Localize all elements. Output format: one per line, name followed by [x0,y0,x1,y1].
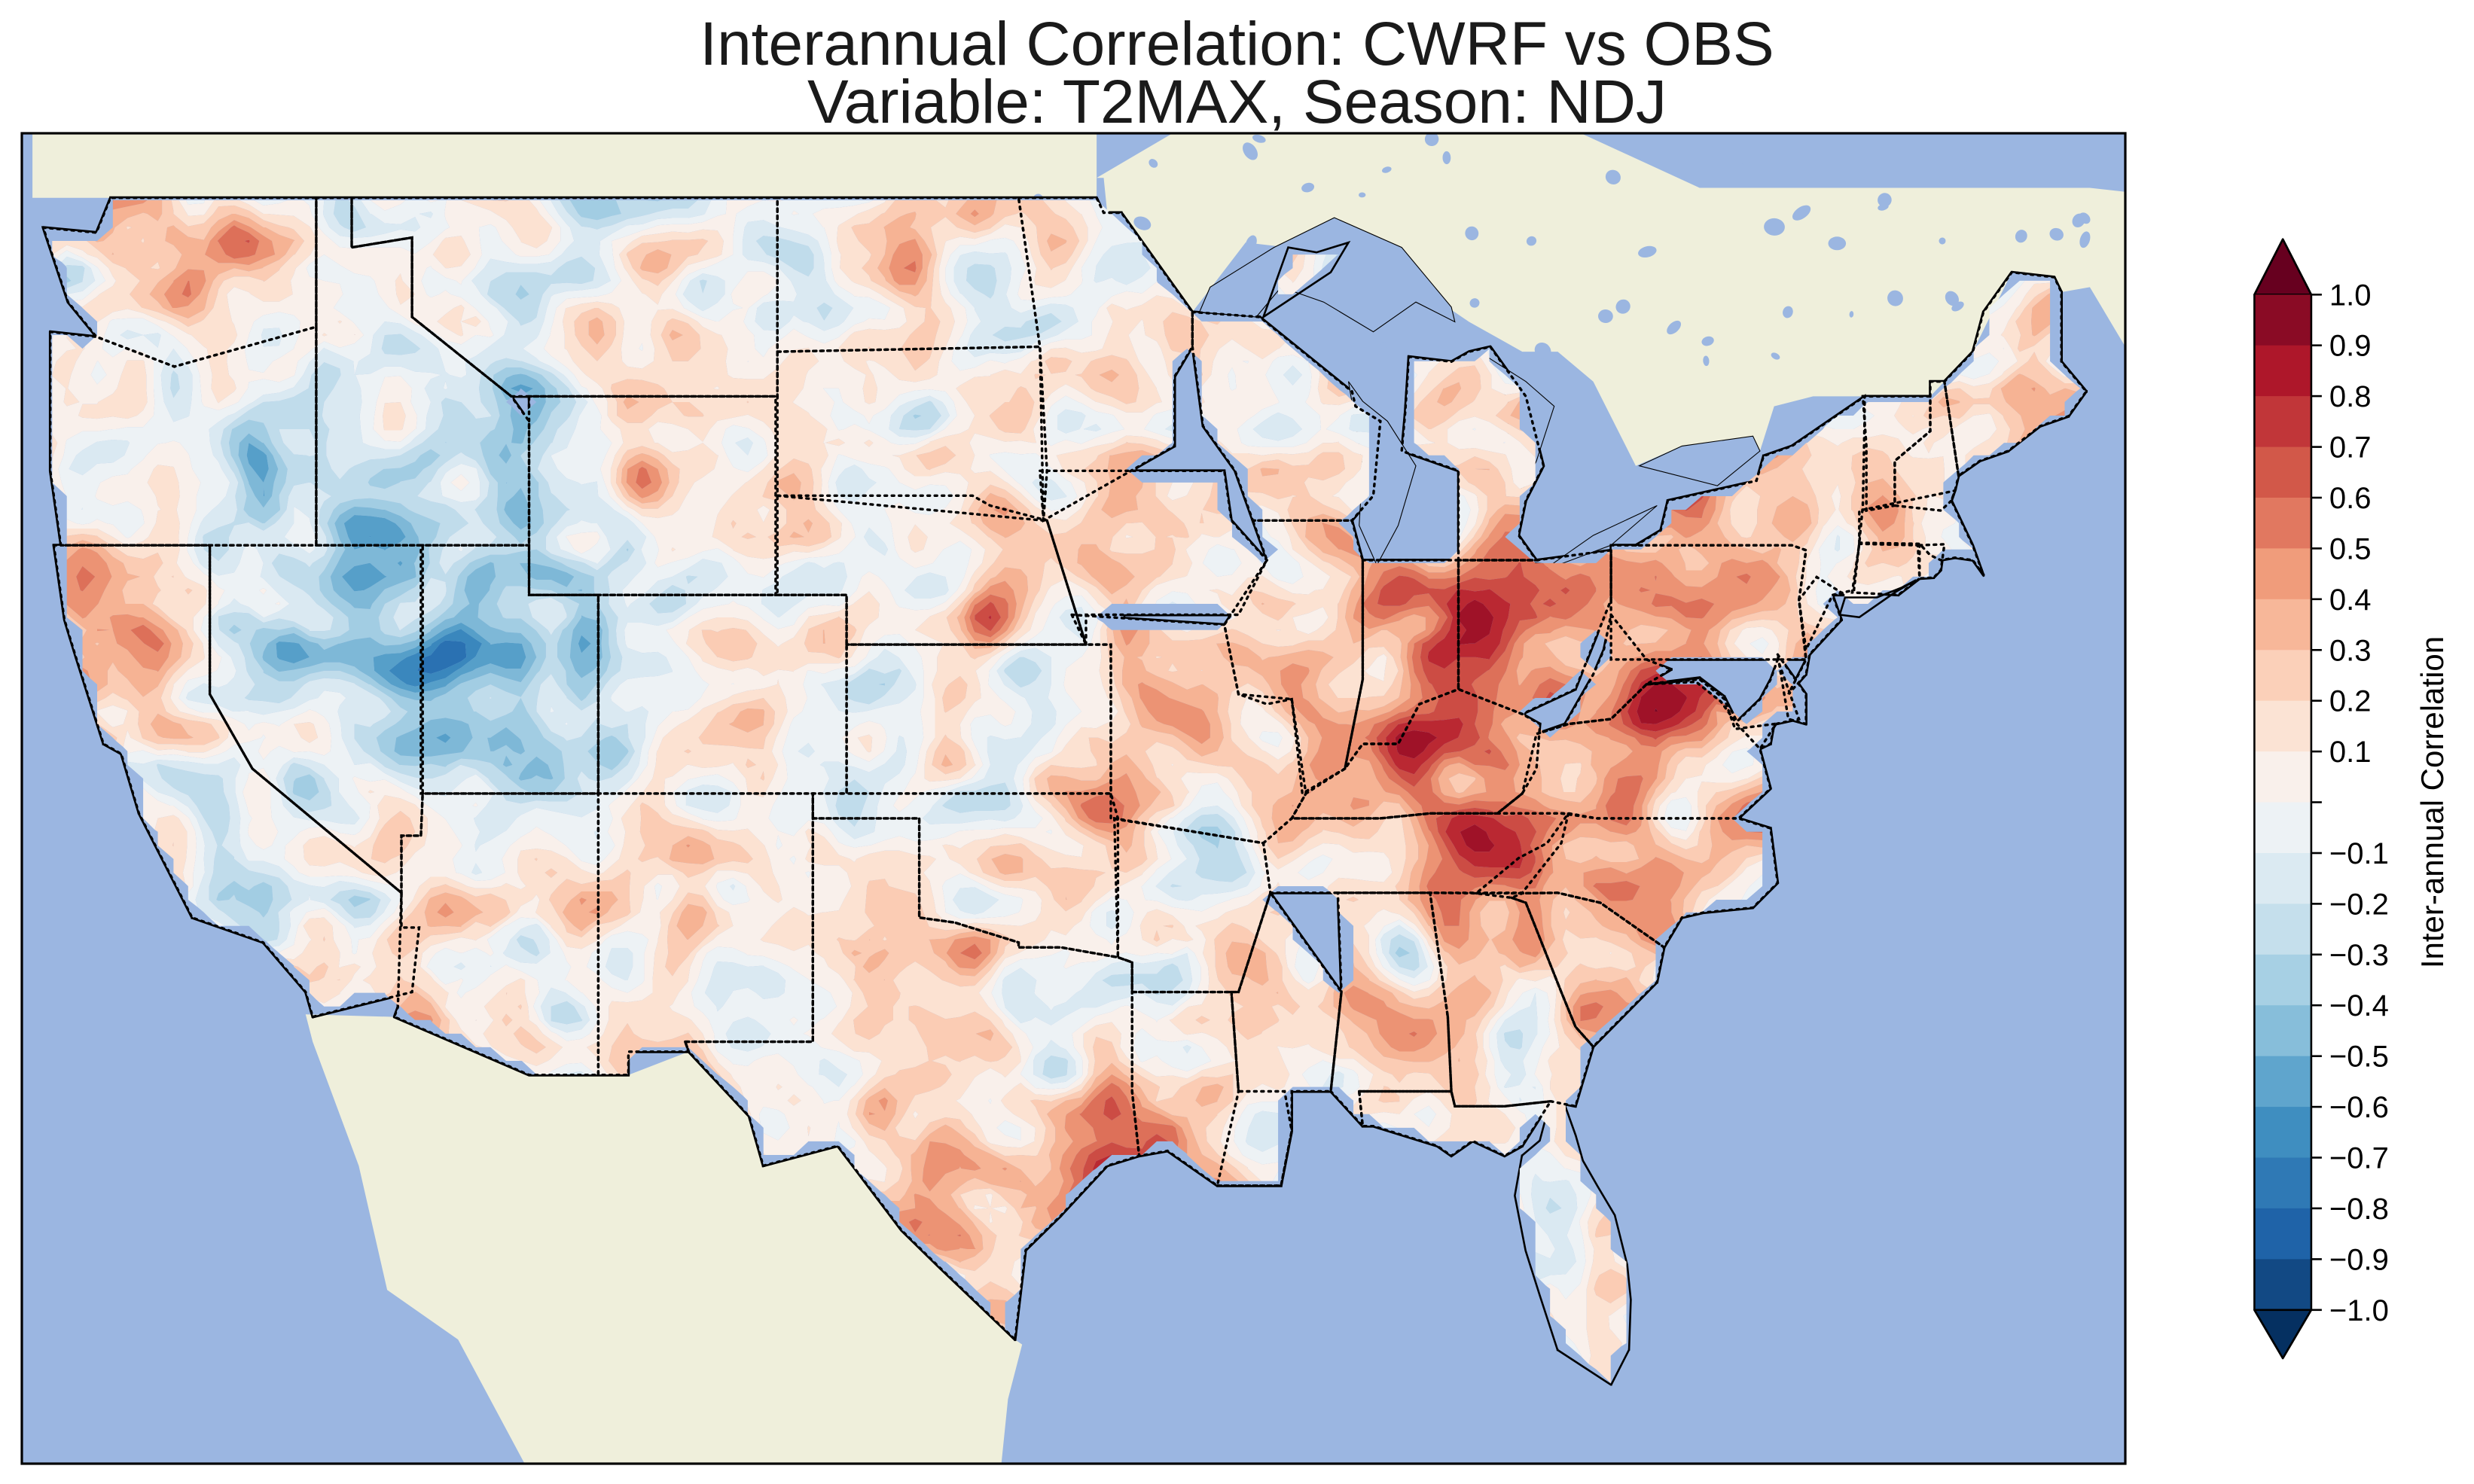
svg-text:−0.7: −0.7 [2329,1142,2389,1175]
svg-text:0.5: 0.5 [2329,532,2372,565]
svg-text:0.3: 0.3 [2329,634,2372,667]
svg-text:−0.8: −0.8 [2329,1193,2389,1226]
svg-text:0.2: 0.2 [2329,685,2372,718]
svg-text:Inter-annual Correlation: Inter-annual Correlation [2415,636,2450,968]
svg-text:−0.4: −0.4 [2329,989,2389,1022]
svg-text:−0.9: −0.9 [2329,1243,2389,1276]
svg-text:0.6: 0.6 [2329,482,2372,515]
svg-text:0.1: 0.1 [2329,736,2372,769]
svg-text:1.0: 1.0 [2329,279,2372,312]
svg-text:−0.3: −0.3 [2329,939,2389,972]
svg-text:0.8: 0.8 [2329,380,2372,413]
svg-text:−0.6: −0.6 [2329,1091,2389,1124]
svg-text:−0.1: −0.1 [2329,837,2389,870]
svg-text:−0.2: −0.2 [2329,888,2389,921]
svg-text:0.9: 0.9 [2329,330,2372,363]
svg-text:−0.5: −0.5 [2329,1041,2389,1074]
svg-text:0.7: 0.7 [2329,431,2372,465]
svg-text:−1.0: −1.0 [2329,1294,2389,1327]
svg-text:0.4: 0.4 [2329,584,2372,617]
